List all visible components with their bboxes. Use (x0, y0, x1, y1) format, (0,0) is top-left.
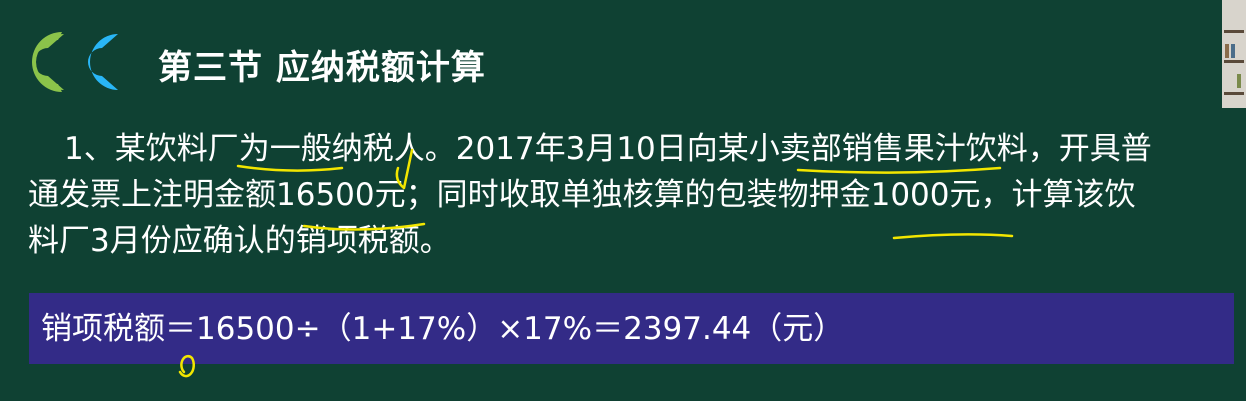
logo-green-c-fill (34, 34, 64, 90)
logo-icon (32, 32, 118, 92)
problem-line-1: 1、某饮料厂为一般纳税人。2017年3月10日向某小卖部销售果汁饮料，开具普 (64, 131, 1152, 167)
problem-line-2: 通发票上注明金额16500元；同时收取单独核算的包装物押金1000元，计算该饮 (28, 177, 1136, 213)
shelf (1224, 30, 1244, 33)
shelf (1224, 92, 1244, 95)
book (1225, 44, 1229, 58)
shelf (1224, 60, 1244, 63)
formula-text: 销项税额＝16500÷（1+17%）×17%＝2397.44（元） (41, 311, 845, 347)
logo-green-c (32, 32, 62, 92)
formula-band: 销项税额＝16500÷（1+17%）×17%＝2397.44（元） (29, 293, 1234, 364)
slide-title: 第三节 应纳税额计算 (158, 48, 486, 88)
book (1237, 74, 1241, 88)
logo-cyan-c (88, 34, 118, 90)
presenter-thumbnail (1222, 0, 1246, 108)
book (1231, 44, 1235, 58)
problem-line-3: 料厂3月份应确认的销项税额。 (28, 223, 451, 259)
problem-text: 1、某饮料厂为一般纳税人。2017年3月10日向某小卖部销售果汁饮料，开具普 通… (28, 126, 1223, 264)
